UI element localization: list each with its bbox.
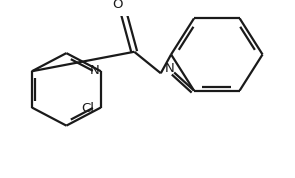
Text: Cl: Cl xyxy=(81,102,94,115)
Text: O: O xyxy=(113,0,123,11)
Text: N: N xyxy=(165,62,175,75)
Text: N: N xyxy=(89,64,99,77)
